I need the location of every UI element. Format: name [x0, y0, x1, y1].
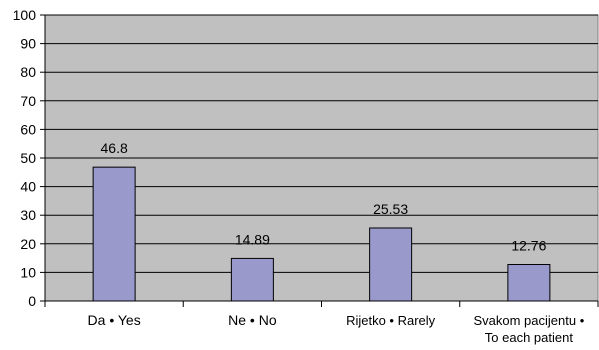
- y-tick-label: 90: [20, 36, 36, 52]
- y-tick-label: 10: [20, 264, 36, 280]
- x-category-label: To each patient: [485, 330, 574, 345]
- y-tick-label: 50: [20, 150, 36, 166]
- x-category-label: Svakom pacijentu •: [473, 313, 584, 328]
- data-label: 46.8: [101, 140, 128, 156]
- x-axis: Da • Yes Ne • No Rijetko • Rarely Svakom pa…: [44, 300, 599, 345]
- y-tick-label: 0: [28, 293, 36, 309]
- y-tick-label: 80: [20, 64, 36, 80]
- bar: [507, 264, 551, 302]
- data-label: 12.76: [511, 238, 546, 254]
- data-labels: 46.8 14.89 25.53 12.76: [101, 140, 547, 253]
- data-label: 25.53: [373, 201, 408, 217]
- y-tick-label: 70: [20, 93, 36, 109]
- x-category-label: Rijetko • Rarely: [346, 313, 436, 328]
- x-category-label: Da • Yes: [88, 312, 141, 328]
- bar: [92, 166, 136, 302]
- y-tick-label: 40: [20, 179, 36, 195]
- data-label: 14.89: [235, 231, 270, 247]
- bar: [230, 257, 274, 302]
- gridlines: [45, 14, 598, 273]
- x-category-label: Ne • No: [228, 312, 277, 328]
- y-tick-label: 100: [13, 7, 37, 23]
- y-tick-label: 60: [20, 121, 36, 137]
- y-tick-label: 30: [20, 207, 36, 223]
- y-axis: 0 10 20 30 40 50 60 70 80 90 100: [13, 7, 46, 309]
- y-tick-label: 20: [20, 236, 36, 252]
- bar: [369, 227, 413, 302]
